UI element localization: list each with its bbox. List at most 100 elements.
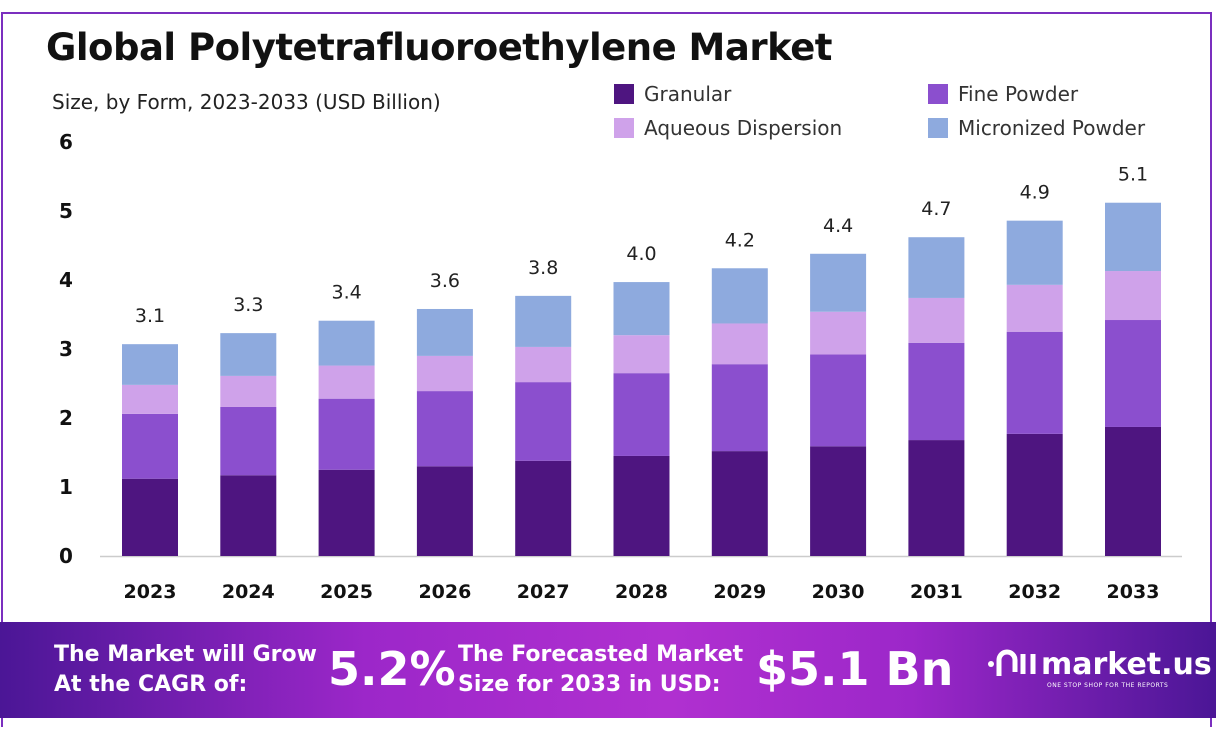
x-tick-label: 2023 <box>124 581 177 603</box>
x-tick-label: 2028 <box>615 581 668 603</box>
forecast-label-line1: The Forecasted Market <box>458 642 744 667</box>
total-data-label: 4.9 <box>1020 182 1050 204</box>
forecast-label-line2: Size for 2033 in USD: <box>458 672 721 697</box>
bar-segment-micronized-powder <box>711 268 768 324</box>
bar-segment-aqueous-dispersion <box>908 297 965 343</box>
total-data-label: 3.8 <box>528 257 558 279</box>
total-data-label: 3.1 <box>135 305 165 327</box>
chart-title: Global Polytetrafluoroethylene Market <box>46 26 832 69</box>
x-tick-label: 2026 <box>418 581 471 603</box>
forecast-value: $5.1 Bn <box>756 642 954 696</box>
bar-segment-granular <box>515 460 572 556</box>
forecast-label: The Forecasted Market Size for 2033 in U… <box>458 640 743 700</box>
bar-segment-aqueous-dispersion <box>416 355 473 392</box>
bar-segment-granular <box>810 446 867 556</box>
bar-segment-fine-powder <box>1006 331 1063 434</box>
bar-segment-granular <box>1105 426 1161 556</box>
legend-label: Aqueous Dispersion <box>644 116 843 140</box>
bar-segment-fine-powder <box>1105 320 1161 427</box>
bar-segment-fine-powder <box>122 413 178 479</box>
bar-segment-micronized-powder <box>810 253 867 312</box>
bar-segment-fine-powder <box>515 382 572 461</box>
stacked-bar-chart: 0 1 2 3 4 5 6 3.1 2023 3.3 2024 3.4 2025 3.6 2026 3.8 20… <box>59 130 1182 603</box>
bar-segment-micronized-powder <box>1006 220 1063 285</box>
total-data-label: 3.3 <box>233 294 263 316</box>
bar-segment-micronized-powder <box>416 308 473 356</box>
footer-banner: The Market will Grow At the CAGR of: 5.2… <box>0 622 1216 718</box>
cagr-label-line1: The Market will Grow <box>54 642 317 667</box>
bar-segment-aqueous-dispersion <box>1006 284 1063 332</box>
total-data-label: 3.4 <box>331 282 361 304</box>
brand-tagline: ONE STOP SHOP FOR THE REPORTS <box>1047 682 1169 689</box>
legend-label: Micronized Powder <box>958 116 1146 140</box>
legend-item-granular: Granular <box>614 82 731 106</box>
legend-swatch <box>928 84 948 104</box>
bar-segment-aqueous-dispersion <box>711 323 768 365</box>
y-tick-label: 4 <box>59 268 73 292</box>
bar-segment-micronized-powder <box>1105 202 1161 272</box>
bar-segment-granular <box>613 455 670 556</box>
bar-segment-granular <box>416 466 473 556</box>
y-tick-label: 2 <box>59 406 73 430</box>
bar-segment-aqueous-dispersion <box>613 335 670 374</box>
bar-segment-aqueous-dispersion <box>318 365 375 399</box>
bar-segment-micronized-powder <box>515 295 572 347</box>
total-data-label: 4.7 <box>921 198 951 220</box>
x-tick-label: 2031 <box>910 581 963 603</box>
legend-label: Granular <box>644 82 732 106</box>
legend-label: Fine Powder <box>958 82 1079 106</box>
legend-item-micronized-powder: Micronized Powder <box>928 116 1145 140</box>
cagr-label-line2: At the CAGR of: <box>54 672 248 697</box>
legend-item-aqueous-dispersion: Aqueous Dispersion <box>614 116 842 140</box>
market-us-logo-icon <box>988 649 1036 676</box>
chart-subtitle: Size, by Form, 2023-2033 (USD Billion) <box>52 90 441 114</box>
bar-segment-aqueous-dispersion <box>515 346 572 383</box>
bar-segment-granular <box>1006 433 1063 556</box>
bar-segment-aqueous-dispersion <box>1105 271 1161 321</box>
bar-segment-micronized-powder <box>908 237 965 298</box>
x-tick-label: 2029 <box>713 581 766 603</box>
y-tick-label: 6 <box>59 130 73 154</box>
bar-segment-granular <box>711 451 768 556</box>
y-tick-label: 5 <box>59 199 73 223</box>
x-tick-label: 2027 <box>517 581 570 603</box>
bar-segment-granular <box>220 475 277 556</box>
bar-segment-fine-powder <box>711 364 768 452</box>
y-tick-label: 0 <box>59 544 73 568</box>
legend-swatch <box>614 118 634 138</box>
bar-segment-aqueous-dispersion <box>810 311 867 355</box>
frame-border <box>1 12 1212 727</box>
bar-segment-granular <box>908 440 965 556</box>
bar-segment-fine-powder <box>416 391 473 467</box>
y-tick-label: 1 <box>59 475 73 499</box>
bar-segment-micronized-powder <box>318 320 375 366</box>
x-tick-label: 2033 <box>1107 581 1160 603</box>
total-data-label: 4.4 <box>823 215 853 237</box>
brand-name: market.us <box>1041 646 1212 682</box>
x-tick-label: 2030 <box>812 581 865 603</box>
bar-segment-micronized-powder <box>122 344 178 385</box>
bar-segment-fine-powder <box>810 354 867 447</box>
cagr-label: The Market will Grow At the CAGR of: <box>54 640 317 700</box>
bar-segment-fine-powder <box>908 342 965 441</box>
bar-segment-aqueous-dispersion <box>122 384 178 414</box>
bar-segment-micronized-powder <box>220 333 277 376</box>
bar-segment-micronized-powder <box>613 282 670 336</box>
bar-segment-fine-powder <box>220 406 277 476</box>
legend-swatch <box>614 84 634 104</box>
bar-segment-granular <box>318 469 375 556</box>
bar-segment-fine-powder <box>613 373 670 456</box>
y-tick-label: 3 <box>59 337 73 361</box>
total-data-label: 4.2 <box>725 229 755 251</box>
total-data-label: 3.6 <box>430 270 460 292</box>
total-data-label: 5.1 <box>1118 164 1148 186</box>
total-data-label: 4.0 <box>626 243 656 265</box>
x-tick-label: 2025 <box>320 581 373 603</box>
x-tick-label: 2024 <box>222 581 275 603</box>
brand-logo: market.us ONE STOP SHOP FOR THE REPORTS <box>985 642 1212 689</box>
bar-segment-granular <box>122 478 178 556</box>
cagr-value: 5.2% <box>328 642 456 696</box>
legend-swatch <box>928 118 948 138</box>
bar-segment-fine-powder <box>318 398 375 470</box>
x-tick-label: 2032 <box>1008 581 1061 603</box>
